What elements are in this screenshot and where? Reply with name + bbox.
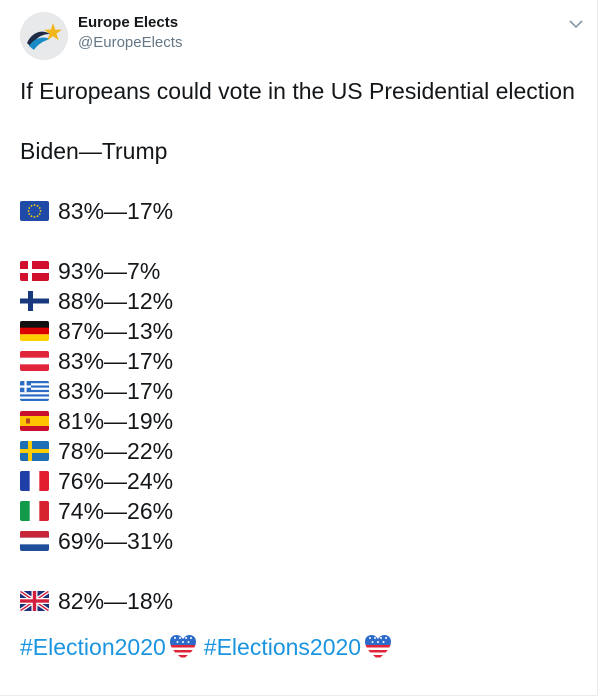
result-row: 82%—18% (20, 586, 580, 616)
finland-flag-icon (20, 291, 49, 311)
tweet-headline: If Europeans could vote in the US Presid… (20, 78, 575, 104)
france-flag-icon (20, 471, 49, 491)
result-row: 88%—12% (20, 286, 580, 316)
hashtag-link[interactable]: #Elections2020 (203, 634, 362, 660)
author-display-name[interactable]: Europe Elects (78, 13, 179, 31)
result-row: 87%—13% (20, 316, 580, 346)
result-text: 83%—17% (58, 348, 174, 374)
result-text: 83%—17% (58, 198, 174, 224)
result-row: 93%—7% (20, 256, 580, 286)
result-text: 78%—22% (58, 438, 174, 464)
result-text: 81%—19% (58, 408, 174, 434)
hashtag-link[interactable]: #Election2020 (20, 634, 166, 660)
result-text: 87%—13% (58, 318, 174, 344)
germany-flag-icon (20, 321, 49, 341)
result-row: 74%—26% (20, 496, 580, 526)
tweet-subheading: Biden—Trump (20, 138, 168, 164)
result-text: 74%—26% (58, 498, 174, 524)
result-row: 81%—19% (20, 406, 580, 436)
author-names: Europe Elects @EuropeElects (78, 13, 182, 53)
greece-flag-icon (20, 381, 49, 401)
result-row: 83%—17% (20, 196, 580, 226)
spain-flag-icon (20, 411, 49, 431)
result-text: 69%—31% (58, 528, 174, 554)
author-handle[interactable]: @EuropeElects (78, 33, 183, 51)
eu-flag-icon (20, 201, 49, 221)
result-row: 69%—31% (20, 526, 580, 556)
hashtag-line: #Election2020 #Elections2020 (20, 632, 580, 662)
uk-flag-icon (20, 591, 49, 611)
tweet-header: Europe Elects @EuropeElects (20, 12, 182, 60)
us-heart-icon (365, 635, 392, 659)
us-heart-icon (169, 635, 196, 659)
result-text: 88%—12% (58, 288, 174, 314)
result-text: 82%—18% (58, 588, 174, 614)
denmark-flag-icon (20, 261, 49, 281)
italy-flag-icon (20, 501, 49, 521)
europe-elects-logo-icon[interactable] (20, 12, 68, 60)
austria-flag-icon (20, 351, 49, 371)
result-text: 83%—17% (58, 378, 174, 404)
result-text: 93%—7% (58, 258, 161, 284)
result-text: 76%—24% (58, 468, 174, 494)
result-row: 83%—17% (20, 346, 580, 376)
result-row: 78%—22% (20, 436, 580, 466)
result-row: 83%—17% (20, 376, 580, 406)
netherlands-flag-icon (20, 531, 49, 551)
chevron-down-icon[interactable] (566, 14, 586, 34)
tweet-body: If Europeans could vote in the US Presid… (20, 76, 580, 662)
result-row: 76%—24% (20, 466, 580, 496)
sweden-flag-icon (20, 441, 49, 461)
